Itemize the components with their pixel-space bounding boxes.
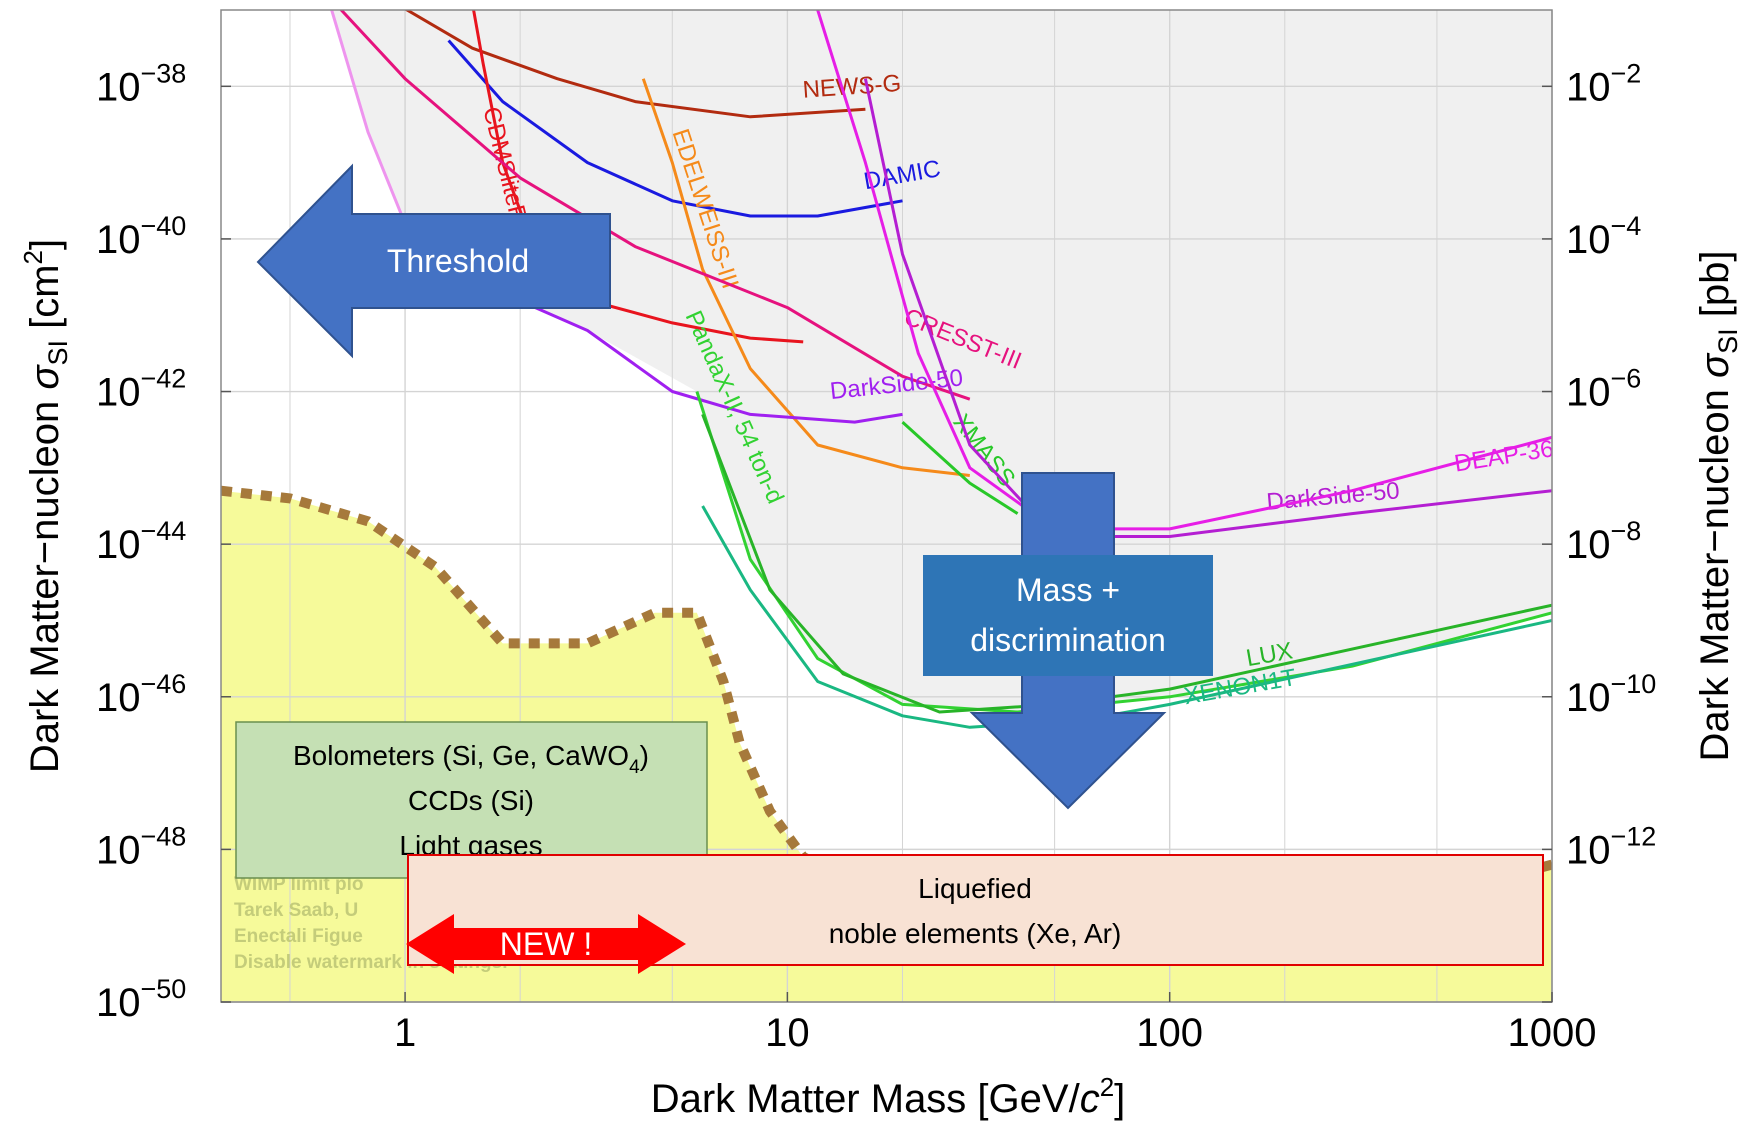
curve-darkside-50-low-mass- xyxy=(482,283,903,424)
y-tick-label-right: 10−8 xyxy=(1566,516,1641,567)
mass-label-line2: discrimination xyxy=(970,622,1166,658)
x-tick-label: 10 xyxy=(765,1011,810,1055)
y-axis-title-left: Dark Matter−nucleon σSI [cm2] xyxy=(18,239,73,773)
curve-cresst-iii xyxy=(339,10,971,401)
y-tick-label-right: 10−4 xyxy=(1566,211,1641,262)
curve-xmass xyxy=(901,420,1019,515)
y-tick-label-left: 10−44 xyxy=(96,516,186,567)
y-tick-label-left: 10−50 xyxy=(96,974,186,1025)
plot-frame xyxy=(220,9,1553,1003)
mass-discrimination-box xyxy=(923,555,1213,676)
watermark-text: Tarek Saab, U xyxy=(234,900,358,921)
curve-xenon1t xyxy=(701,505,1552,729)
new-arrow xyxy=(406,914,686,974)
curve-lux xyxy=(701,413,1552,714)
y-tick-label-left: 10−40 xyxy=(96,211,186,262)
y-tick-label-left: 10−38 xyxy=(96,58,186,109)
bolometers-box xyxy=(235,721,708,879)
noble-line1: Liquefied xyxy=(918,873,1032,904)
watermark-text: Enectali Figue xyxy=(234,926,363,947)
mass-label-line1: Mass + xyxy=(1016,572,1120,608)
x-axis-title: Dark Matter Mass [GeV/c2] xyxy=(651,1072,1126,1121)
y-tick-label-right: 10−2 xyxy=(1566,58,1641,109)
threshold-arrow xyxy=(256,163,611,359)
y-tick-label-left: 10−48 xyxy=(96,821,186,872)
y-tick-label-right: 10−6 xyxy=(1566,364,1641,415)
curve-damic xyxy=(447,39,903,218)
y-tick-label-right: 10−12 xyxy=(1566,821,1656,872)
x-tick-label: 1000 xyxy=(1508,1011,1597,1055)
bolometers-line1: Bolometers (Si, Ge, CaWO4) xyxy=(293,740,649,778)
y-tick-label-right: 10−10 xyxy=(1566,669,1656,720)
y-tick-label-left: 10−46 xyxy=(96,669,186,720)
x-tick-label: 1 xyxy=(394,1011,416,1055)
curve-news-g xyxy=(404,10,866,119)
curve-deap-3600 xyxy=(816,10,1552,531)
watermark-text: WIMP limit plo xyxy=(234,874,363,895)
new-label: NEW ! xyxy=(500,926,592,962)
threshold-label: Threshold xyxy=(387,243,529,279)
noble-line2: noble elements (Xe, Ar) xyxy=(829,918,1122,949)
y-tick-label-left: 10−42 xyxy=(96,364,186,415)
y-axis-title-right: Dark Matter−nucleon σSI [pb] xyxy=(1693,251,1743,762)
curve-edelweiss-iii xyxy=(641,78,970,477)
bolometers-line2: CCDs (Si) xyxy=(408,785,534,816)
x-tick-label: 100 xyxy=(1136,1011,1203,1055)
